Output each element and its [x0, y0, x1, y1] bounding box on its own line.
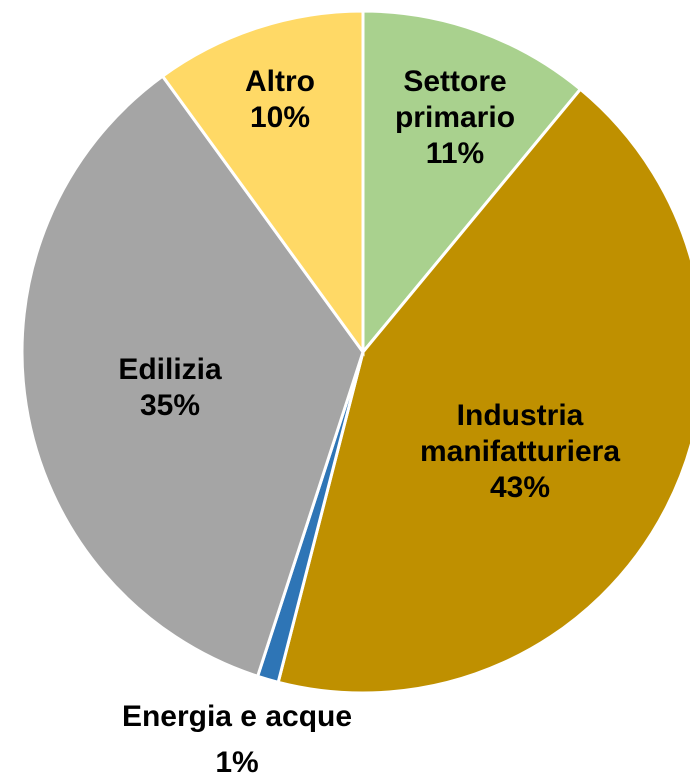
slice-label: Settore primario 11% — [380, 64, 530, 172]
slice-label: Energia e acque 1% — [37, 699, 437, 779]
pie-slice — [20, 74, 365, 679]
pie-slice — [276, 87, 690, 695]
pie-slice — [160, 9, 365, 357]
slice-label: Industria manifatturiera 43% — [385, 398, 655, 506]
category-label: Altro — [245, 65, 315, 98]
slice-label: Altro 10% — [220, 64, 340, 136]
category-label: Settore primario — [394, 65, 516, 134]
slice-label: Edilizia 35% — [70, 352, 270, 424]
value-label: 1% — [215, 746, 259, 779]
value-label: 11% — [425, 137, 485, 170]
category-label: Energia e acque — [121, 700, 353, 733]
value-label: 35% — [139, 389, 201, 422]
value-label: 10% — [249, 101, 311, 134]
pie-slice — [361, 9, 583, 357]
value-label: 43% — [489, 471, 551, 504]
category-label: Edilizia — [118, 353, 222, 386]
category-label: Industria manifatturiera — [419, 399, 621, 468]
